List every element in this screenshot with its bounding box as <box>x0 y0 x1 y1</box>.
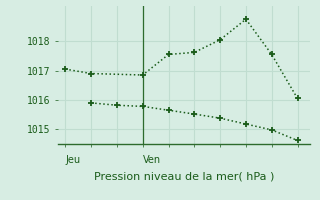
X-axis label: Pression niveau de la mer( hPa ): Pression niveau de la mer( hPa ) <box>94 171 274 181</box>
Text: Ven: Ven <box>143 155 161 165</box>
Text: Jeu: Jeu <box>65 155 80 165</box>
